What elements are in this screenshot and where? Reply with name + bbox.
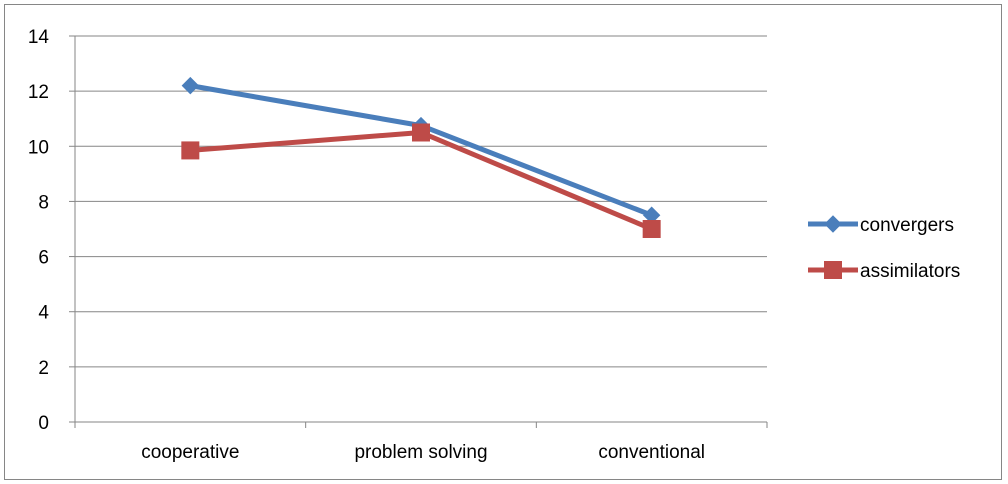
y-tick-label: 10 [28,137,49,158]
legend-entry: convergers [808,215,954,236]
y-tick-label: 12 [28,82,49,103]
legend-marker [824,215,842,233]
y-tick-label: 8 [38,192,49,213]
legend-entry: assimilators [808,261,960,282]
x-tick-label: conventional [598,442,705,463]
legend-label: assimilators [860,261,960,282]
y-tick-label: 4 [38,303,49,324]
y-axis-tick-labels: 0 2 4 6 8 10 12 14 [28,27,50,434]
x-tick-label: cooperative [141,442,239,463]
data-point [181,141,200,160]
legend: convergers assimilators [808,215,960,282]
series-lines [181,76,661,238]
y-tick-label: 0 [38,413,49,434]
series-line [190,130,653,232]
series-line [189,83,653,218]
y-tick-label: 14 [28,27,50,48]
x-axis-tick-labels: cooperative problem solving conventional [141,442,705,463]
data-point [181,76,200,95]
y-tick-label: 6 [38,248,49,269]
axes [69,35,768,428]
chart-frame [4,4,1002,480]
legend-label: convergers [860,215,954,236]
x-tick-label: problem solving [354,442,487,463]
legend-marker [824,261,842,279]
y-tick-label: 2 [38,358,49,379]
data-point [412,123,430,142]
data-point [642,220,661,238]
series-assimilators [181,123,661,238]
gridlines [75,35,767,368]
